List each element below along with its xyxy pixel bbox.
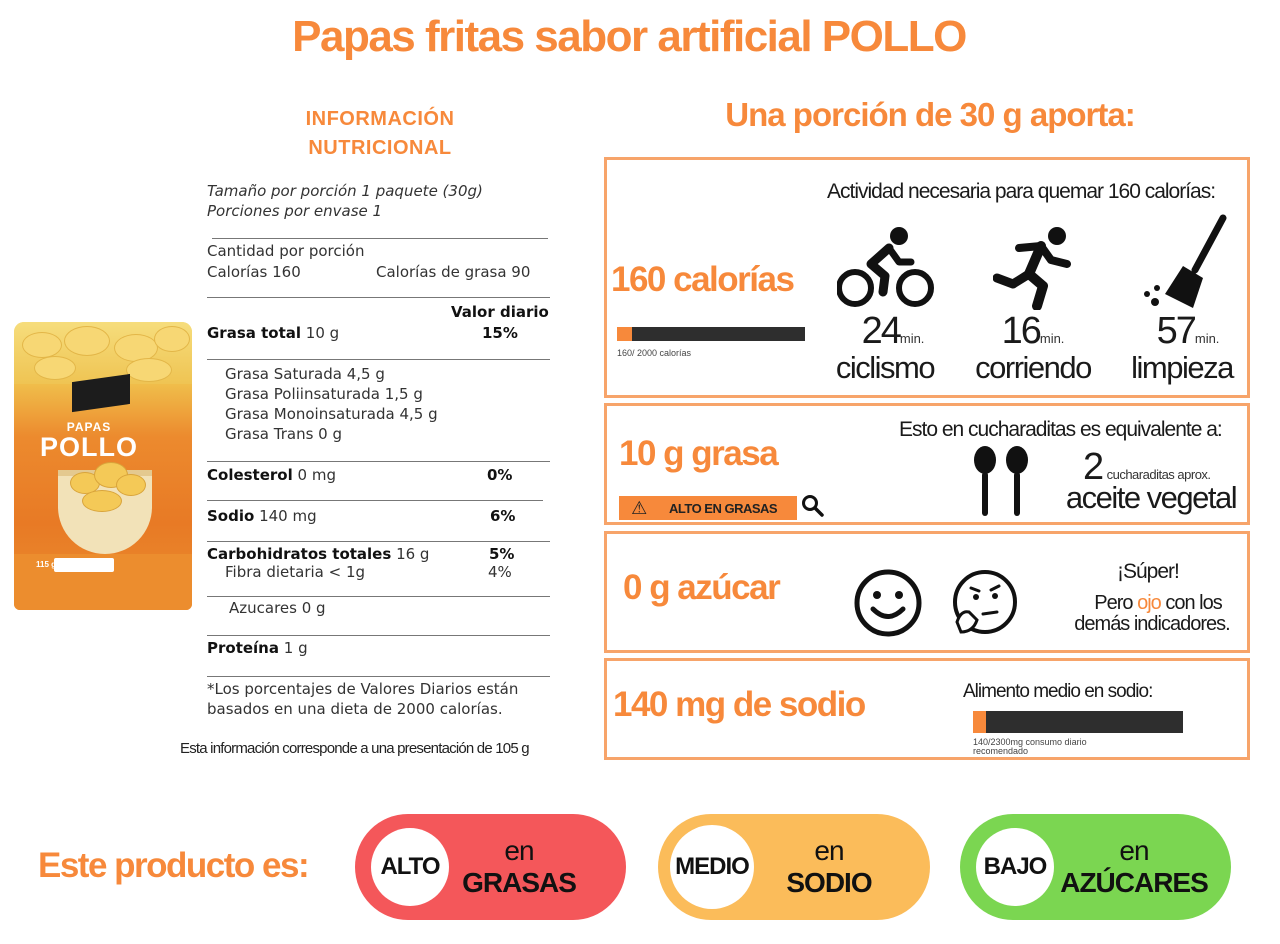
page-title: Papas fritas sabor artificial POLLO [292, 12, 967, 61]
sodium-level-title: Alimento medio en sodio: [963, 681, 1153, 702]
cyclist-icon [836, 226, 935, 315]
divider [207, 359, 550, 360]
total-fat-row: Grasa total 10 g [207, 324, 340, 342]
divider [207, 297, 550, 298]
cholesterol-dv: 0% [487, 466, 513, 484]
amount-per-serving: Cantidad por porción [207, 242, 365, 260]
divider [207, 541, 550, 542]
calories-box: 160 calorías 160/ 2000 calorías Activida… [604, 157, 1250, 398]
thinking-face-icon [947, 568, 1021, 643]
teaspoons-label: aceite vegetal [1065, 480, 1238, 515]
cycling-duration: 24min. [861, 310, 925, 352]
activity-title: Actividad necesaria para quemar 160 calo… [827, 180, 1216, 203]
cycling-label: ciclismo [835, 350, 936, 385]
broom-icon [1137, 214, 1233, 315]
polyunsaturated-fat: Grasa Poliinsaturada 1,5 g [225, 385, 423, 403]
sodium-headline: 140 mg de sodio [613, 685, 866, 724]
sugar-box: 0 g azúcar ¡Súper! Pero ojo con los demá… [604, 531, 1250, 653]
nutrition-info-heading: INFORMACIÓN NUTRICIONAL [305, 108, 455, 159]
calories-bar-caption: 160/ 2000 calorías [617, 348, 692, 358]
product-bag-image: PAPAS POLLO 115 g [14, 322, 192, 610]
verdict-preposition: en [504, 835, 534, 866]
dietary-fiber-dv: 4% [488, 563, 512, 581]
divider [207, 676, 550, 677]
verdict-low-sugar: BAJO en AZÚCARES [960, 814, 1231, 920]
dietary-fiber: Fibra dietaria < 1g [225, 563, 366, 581]
verdict-preposition: en [814, 835, 844, 866]
footnote-line-2: basados en una dieta de 2000 calorías. [207, 700, 503, 718]
presentation-note: Esta información corresponde a una prese… [180, 740, 530, 757]
carbohydrates-dv: 5% [489, 545, 515, 563]
divider [207, 596, 550, 597]
total-fat-dv: 15% [482, 324, 518, 342]
runner-icon [992, 226, 1077, 315]
sugar-warning-line-1: Pero ojo con los [1094, 592, 1222, 614]
fat-headline: 10 g grasa [619, 434, 779, 473]
trans-fat: Grasa Trans 0 g [225, 425, 342, 443]
smiley-icon [853, 568, 923, 643]
bag-brand-text: PAPAS [66, 420, 112, 434]
calories-bar-fill [617, 327, 633, 341]
verdict-preposition: en [1119, 835, 1149, 866]
sodium-caption-1: 140/2300mg consumo diario [973, 737, 1087, 747]
calories-from-fat: Calorías de grasa 90 [376, 263, 531, 281]
product-verdict-label: Este producto es: [38, 846, 310, 885]
sodium-bar [973, 711, 1183, 733]
carbohydrates-row: Carbohidratos totales 16 g [207, 545, 430, 563]
running-label: corriendo [975, 350, 1092, 385]
running-duration: 16min. [1001, 310, 1065, 352]
sodium-row: Sodio 140 mg [207, 507, 317, 525]
servings-per-container: Porciones por envase 1 [207, 202, 383, 220]
sugars: Azucares 0 g [229, 599, 326, 617]
high-fat-badge: ⚠ ALTO EN GRASAS [619, 496, 797, 520]
verdict-high-fat: ALTO en GRASAS [355, 814, 626, 920]
bag-nutrition-badges [54, 558, 114, 572]
protein-row: Proteína 1 g [207, 639, 308, 657]
daily-value-header: Valor diario [451, 303, 549, 321]
divider [207, 461, 550, 462]
sodium-bar-fill [973, 711, 986, 733]
sodium-dv: 6% [490, 507, 516, 525]
cleaning-label: limpieza [1131, 350, 1234, 385]
teaspoon-equivalent-title: Esto en cucharaditas es equivalente a: [899, 418, 1223, 441]
saturated-fat: Grasa Saturada 4,5 g [225, 365, 385, 383]
bag-flavor-text: POLLO [40, 432, 138, 462]
sugar-warning-line-2: demás indicadores. [1074, 613, 1230, 635]
verdict-medium-sodium: MEDIO en SODIO [658, 814, 930, 920]
serving-size: Tamaño por porción 1 paquete (30g) [207, 182, 483, 200]
warning-icon: ⚠ [631, 497, 647, 518]
verdict-level: MEDIO [670, 825, 754, 909]
verdict-level: BAJO [976, 828, 1054, 906]
monounsaturated-fat: Grasa Monoinsaturada 4,5 g [225, 405, 438, 423]
footnote-line-1: *Los porcentajes de Valores Diarios está… [207, 680, 519, 698]
verdict-nutrient: GRASAS [462, 867, 577, 898]
divider [212, 238, 548, 239]
sodium-caption-2: recomendado [973, 746, 1029, 756]
super-text: ¡Súper! [1117, 560, 1180, 583]
teaspoons-amount: 2 cucharaditas aprox. [1083, 446, 1211, 488]
verdict-nutrient: AZÚCARES [1060, 867, 1209, 898]
magnifier-icon [801, 494, 825, 523]
sugar-headline: 0 g azúcar [623, 568, 781, 607]
divider [207, 500, 543, 501]
calories-bar [617, 327, 805, 341]
sodium-box: 140 mg de sodio Alimento medio en sodio:… [604, 658, 1250, 760]
verdict-level: ALTO [371, 828, 449, 906]
calories-headline: 160 calorías [611, 260, 795, 299]
calories: Calorías 160 [207, 263, 301, 281]
fat-box: 10 g grasa ⚠ ALTO EN GRASAS Esto en cuch… [604, 403, 1250, 525]
cleaning-duration: 57min. [1156, 310, 1220, 352]
divider [207, 635, 550, 636]
cholesterol-row: Colesterol 0 mg [207, 466, 336, 484]
portion-heading: Una porción de 30 g aporta: [725, 96, 1135, 133]
teaspoons-icon [971, 446, 1031, 523]
verdict-nutrient: SODIO [786, 867, 872, 898]
